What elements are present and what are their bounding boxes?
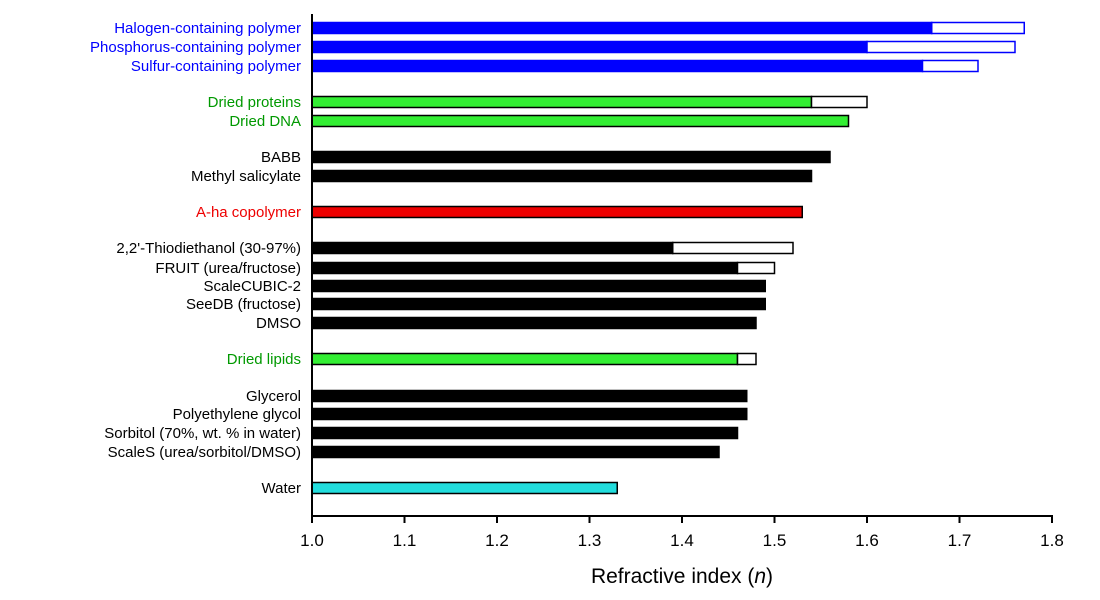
x-axis-title-variable: n — [754, 565, 766, 588]
category-labels: Halogen-containing polymer Phosphorus-con… — [90, 20, 301, 497]
bar-6 — [311, 169, 813, 183]
x-tick-label-1: 1.1 — [393, 531, 417, 550]
bar-5 — [311, 150, 831, 164]
bar-0 — [311, 21, 933, 35]
bar-range-3 — [810, 95, 868, 109]
category-label-14: Glycerol — [246, 388, 301, 405]
x-axis-title: Refractive index (n) — [591, 565, 773, 588]
bar-13 — [311, 352, 739, 366]
category-label-17: ScaleS (urea/sorbitol/DMSO) — [108, 444, 301, 461]
category-label-10: ScaleCUBIC-2 — [203, 278, 301, 295]
category-label-6: Methyl salicylate — [191, 168, 301, 185]
bar-14 — [311, 389, 748, 403]
category-label-18: Water — [262, 480, 301, 497]
bars-layer — [311, 21, 1025, 495]
category-label-2: Sulfur-containing polymer — [131, 58, 301, 75]
bar-10 — [311, 279, 766, 293]
x-tick-label-3: 1.3 — [578, 531, 602, 550]
bar-15 — [311, 407, 748, 421]
x-tick-label-7: 1.7 — [948, 531, 972, 550]
bar-1 — [311, 40, 868, 54]
bar-18 — [311, 481, 618, 495]
bar-range-8 — [672, 241, 794, 255]
bar-11 — [311, 297, 766, 311]
x-axis-title-prefix: Refractive index ( — [591, 565, 754, 588]
bar-range-1 — [866, 40, 1016, 54]
bar-range-0 — [931, 21, 1025, 35]
bar-2 — [311, 59, 924, 73]
category-label-11: SeeDB (fructose) — [186, 296, 301, 313]
bar-17 — [311, 445, 720, 459]
x-axis-ticks: 1.0 1.1 1.2 1.3 1.4 1.5 1.6 1.7 1.8 — [300, 516, 1064, 550]
category-label-13: Dried lipids — [227, 351, 301, 368]
category-label-4: Dried DNA — [229, 113, 301, 130]
category-label-8: 2,2'-Thiodiethanol (30-97%) — [116, 240, 301, 257]
category-label-12: DMSO — [256, 315, 301, 332]
x-tick-label-5: 1.5 — [763, 531, 787, 550]
bar-3 — [311, 95, 813, 109]
x-tick-label-8: 1.8 — [1040, 531, 1064, 550]
x-tick-label-4: 1.4 — [670, 531, 694, 550]
bar-7 — [311, 205, 803, 219]
bar-9 — [311, 261, 739, 275]
category-label-9: FRUIT (urea/fructose) — [155, 260, 301, 277]
category-label-16: Sorbitol (70%, wt. % in water) — [104, 425, 301, 442]
x-axis-title-suffix: ) — [766, 565, 773, 588]
category-label-3: Dried proteins — [208, 94, 301, 111]
bar-range-9 — [736, 261, 776, 275]
x-tick-label-6: 1.6 — [855, 531, 879, 550]
bar-4 — [311, 114, 850, 128]
category-label-0: Halogen-containing polymer — [114, 20, 301, 37]
bar-12 — [311, 316, 757, 330]
x-tick-label-0: 1.0 — [300, 531, 324, 550]
bar-range-2 — [921, 59, 979, 73]
bar-16 — [311, 426, 739, 440]
bar-8 — [311, 241, 674, 255]
bar-range-13 — [736, 352, 757, 366]
category-label-15: Polyethylene glycol — [173, 406, 301, 423]
category-label-1: Phosphorus-containing polymer — [90, 39, 301, 56]
category-label-5: BABB — [261, 149, 301, 166]
x-tick-label-2: 1.2 — [485, 531, 509, 550]
category-label-7: A-ha copolymer — [196, 204, 301, 221]
